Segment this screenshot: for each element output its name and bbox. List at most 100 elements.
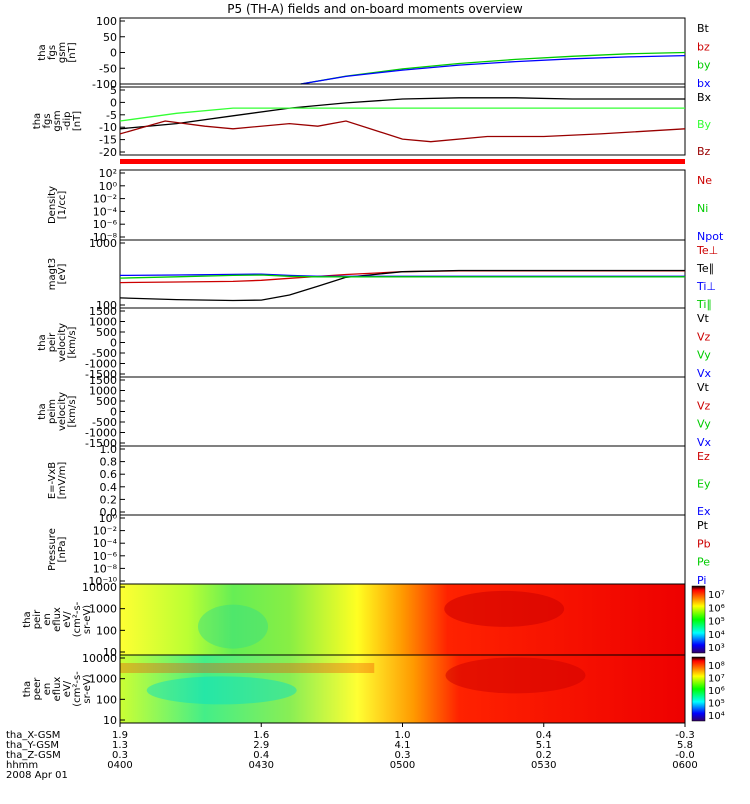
- y-axis-label: [km/s]: [67, 326, 78, 358]
- footer-value: 0.3: [112, 750, 128, 761]
- legend-entry: Vt: [697, 312, 710, 325]
- y-tick-label: -1500: [85, 368, 117, 381]
- y-axis-label: eflux: [52, 607, 63, 632]
- footer-row-label: 2008 Apr 01: [6, 770, 68, 781]
- y-axis-label: tha: [37, 44, 48, 60]
- legend-entry: Bx: [697, 91, 712, 104]
- y-axis-label: [nPa]: [57, 536, 68, 562]
- footer-value: 2.9: [253, 740, 269, 751]
- footer-row-label: tha_Z-GSM: [6, 750, 61, 761]
- y-axis-label: (cm²-s-: [72, 601, 83, 637]
- footer-value: 4.1: [395, 740, 411, 751]
- y-axis-label: [nT]: [67, 42, 78, 62]
- y-axis-label: sr-eV): [82, 605, 93, 634]
- y-tick-label: 10⁻⁶: [93, 550, 118, 563]
- legend-entry: Vy: [697, 349, 711, 362]
- panel-frame-density: [119, 169, 686, 241]
- footer-value: 1.6: [253, 730, 269, 741]
- footer-value: 0400: [107, 760, 132, 771]
- footer-value: 5.1: [536, 740, 552, 751]
- y-tick-label: 0: [110, 47, 117, 60]
- legend-entry: Pi: [697, 574, 706, 587]
- y-axis-label: fgs: [47, 45, 58, 60]
- y-tick-label: -1500: [85, 437, 117, 450]
- legend-entry: Bz: [697, 145, 711, 158]
- legend-entry: Ex: [697, 505, 711, 518]
- y-axis-label: [km/s]: [67, 395, 78, 427]
- y-axis-label: peim: [47, 399, 58, 424]
- panel-frame-peim_velocity: [119, 376, 686, 447]
- legend-entry: Ti∥: [696, 298, 712, 311]
- legend-entry: Vt: [697, 381, 710, 394]
- colorbar-tick-label: 10⁶: [708, 686, 725, 697]
- footer-row-label: tha_X-GSM: [6, 730, 60, 741]
- y-tick-label: 10000: [82, 652, 117, 665]
- y-axis-label: peir: [47, 332, 58, 352]
- footer-value: 0.4: [253, 750, 269, 761]
- colorbar-tick-label: 10⁶: [708, 603, 725, 614]
- footer-value: 0.4: [536, 730, 552, 741]
- legend-entry: Npot: [697, 230, 724, 243]
- y-tick-label: 1500: [89, 374, 117, 387]
- footer-value: 0600: [672, 760, 697, 771]
- footer-row-label: tha_Y-GSM: [6, 740, 59, 751]
- y-axis-label: peer: [32, 677, 43, 701]
- colorbar-tick-label: 10⁴: [708, 711, 725, 722]
- y-tick-label: -500: [92, 347, 117, 360]
- y-axis-label: tha: [37, 403, 48, 419]
- y-axis-label: tha: [22, 611, 33, 627]
- legend-entry: Ey: [697, 478, 711, 491]
- footer-value: 1.3: [112, 740, 128, 751]
- series-Te∥-line: [119, 269, 685, 302]
- panel-frame-temperature: [119, 239, 686, 309]
- heatmap-low-region: [198, 604, 268, 649]
- y-tick-label: 5: [110, 84, 117, 97]
- footer-value: 5.8: [677, 740, 693, 751]
- y-axis-label: eV/: [62, 680, 73, 697]
- y-axis-label: tha: [22, 681, 33, 697]
- y-tick-label: 0.4: [100, 481, 118, 494]
- y-axis-label: sr-eV): [82, 674, 93, 703]
- y-tick-label: -1000: [85, 427, 117, 440]
- y-axis-label: tha: [37, 334, 48, 350]
- heatmap-low-region: [146, 676, 297, 705]
- legend-entry: Vy: [697, 418, 711, 431]
- y-tick-label: 10⁰: [99, 512, 118, 525]
- y-tick-label: -1000: [85, 358, 117, 371]
- chart-title: P5 (TH-A) fields and on-board moments ov…: [227, 2, 523, 16]
- y-tick-label: 1000: [89, 385, 117, 398]
- y-axis-label: (cm²-s-: [72, 671, 83, 707]
- y-axis-label: Density: [47, 186, 58, 224]
- y-tick-label: -20: [99, 146, 117, 159]
- y-tick-label: -100: [92, 78, 117, 91]
- colorbar-tick-label: 10⁷: [708, 590, 725, 601]
- y-tick-label: 500: [96, 395, 117, 408]
- y-tick-label: 0: [110, 96, 117, 109]
- series-Bz-line: [119, 120, 686, 143]
- colorbar-tick-label: 10³: [708, 643, 725, 654]
- y-tick-label: 10⁻⁴: [93, 537, 118, 550]
- y-tick-label: 10⁻⁴: [93, 205, 118, 218]
- legend-entry: Vx: [697, 436, 712, 449]
- y-tick-label: 1000: [89, 316, 117, 329]
- legend-entry: Te∥: [696, 262, 714, 275]
- footer-value: 0.2: [536, 750, 552, 761]
- separator-bar: [120, 159, 685, 164]
- legend-entry: Bt: [697, 22, 710, 35]
- y-tick-label: -50: [99, 62, 117, 75]
- y-tick-label: -15: [99, 134, 117, 147]
- y-tick-label: 0: [110, 406, 117, 419]
- legend-entry: Te⊥: [696, 244, 718, 257]
- panel-frame-pressure: [119, 514, 686, 585]
- y-axis-label: peir: [32, 609, 43, 629]
- y-axis-label: -dip: [62, 111, 73, 130]
- colorbar-tick-label: 10⁷: [708, 674, 725, 685]
- legend-entry: bz: [697, 40, 710, 53]
- series-Ti∥-line: [119, 274, 685, 279]
- y-axis-label: gsm: [52, 110, 63, 131]
- legend-entry: Pb: [697, 537, 711, 550]
- colorbar-tick-label: 10⁵: [708, 617, 725, 628]
- colorbar-peer_en_eflux: [691, 656, 706, 722]
- y-tick-label: 500: [96, 326, 117, 339]
- y-tick-label: -5: [106, 109, 117, 122]
